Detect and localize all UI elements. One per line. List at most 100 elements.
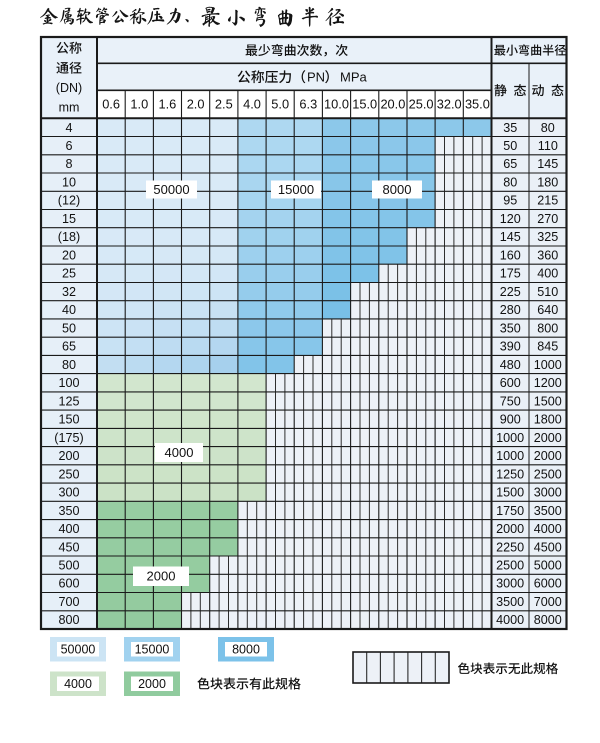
- svg-text:10.0: 10.0: [324, 97, 349, 112]
- svg-text:15: 15: [62, 212, 76, 226]
- svg-text:1000: 1000: [496, 431, 524, 445]
- svg-text:2.5: 2.5: [215, 97, 233, 112]
- svg-text:8000: 8000: [534, 613, 562, 627]
- svg-text:6000: 6000: [534, 577, 562, 591]
- svg-text:6.3: 6.3: [299, 97, 317, 112]
- svg-text:145: 145: [500, 230, 521, 244]
- svg-text:1800: 1800: [534, 413, 562, 427]
- svg-text:100: 100: [58, 376, 79, 390]
- svg-text:800: 800: [537, 321, 558, 335]
- svg-text:15000: 15000: [135, 643, 170, 657]
- svg-text:215: 215: [537, 194, 558, 208]
- svg-text:2.0: 2.0: [187, 97, 205, 112]
- svg-text:32: 32: [62, 285, 76, 299]
- svg-text:150: 150: [58, 413, 79, 427]
- svg-text:845: 845: [537, 340, 558, 354]
- svg-text:15.0: 15.0: [352, 97, 377, 112]
- svg-text:600: 600: [500, 376, 521, 390]
- svg-text:800: 800: [58, 613, 79, 627]
- svg-text:8000: 8000: [383, 182, 412, 197]
- svg-text:50: 50: [62, 321, 76, 335]
- svg-text:2500: 2500: [534, 467, 562, 481]
- svg-text:6: 6: [65, 139, 72, 153]
- svg-text:350: 350: [500, 321, 521, 335]
- svg-text:600: 600: [58, 577, 79, 591]
- svg-text:2000: 2000: [534, 431, 562, 445]
- svg-text:360: 360: [537, 248, 558, 262]
- svg-text:2000: 2000: [496, 522, 524, 536]
- svg-text:125: 125: [58, 394, 79, 408]
- svg-text:160: 160: [500, 248, 521, 262]
- svg-text:10: 10: [62, 176, 76, 190]
- svg-text:4.0: 4.0: [243, 97, 261, 112]
- svg-text:50: 50: [503, 139, 517, 153]
- svg-text:50000: 50000: [153, 182, 189, 197]
- svg-text:1000: 1000: [534, 358, 562, 372]
- svg-text:510: 510: [537, 285, 558, 299]
- svg-text:50000: 50000: [61, 643, 96, 657]
- svg-text:350: 350: [58, 504, 79, 518]
- svg-text:400: 400: [58, 522, 79, 536]
- svg-text:400: 400: [537, 267, 558, 281]
- svg-text:270: 270: [537, 212, 558, 226]
- svg-text:8: 8: [65, 157, 72, 171]
- svg-text:900: 900: [500, 413, 521, 427]
- svg-text:300: 300: [58, 486, 79, 500]
- svg-text:640: 640: [537, 303, 558, 317]
- svg-text:750: 750: [500, 394, 521, 408]
- svg-text:2000: 2000: [147, 569, 176, 584]
- svg-text:200: 200: [58, 449, 79, 463]
- svg-text:25: 25: [62, 267, 76, 281]
- svg-text:80: 80: [62, 358, 76, 372]
- svg-text:65: 65: [503, 157, 517, 171]
- svg-text:3000: 3000: [496, 577, 524, 591]
- svg-text:25.0: 25.0: [409, 97, 434, 112]
- svg-text:4500: 4500: [534, 540, 562, 554]
- svg-text:250: 250: [58, 467, 79, 481]
- svg-text:500: 500: [58, 559, 79, 573]
- svg-text:PN: PN: [307, 70, 325, 85]
- svg-text:225: 225: [500, 285, 521, 299]
- svg-text:(DN): (DN): [56, 81, 82, 95]
- svg-text:mm: mm: [59, 100, 80, 114]
- svg-text:(18): (18): [58, 230, 80, 244]
- svg-text:35.0: 35.0: [465, 97, 490, 112]
- svg-text:80: 80: [503, 176, 517, 190]
- svg-text:145: 145: [537, 157, 558, 171]
- svg-text:80: 80: [541, 121, 555, 135]
- svg-text:175: 175: [500, 267, 521, 281]
- svg-text:(12): (12): [58, 194, 80, 208]
- svg-text:180: 180: [537, 176, 558, 190]
- svg-text:480: 480: [500, 358, 521, 372]
- svg-text:2500: 2500: [496, 559, 524, 573]
- svg-text:MPa: MPa: [340, 70, 368, 85]
- svg-text:110: 110: [538, 139, 558, 153]
- svg-text:700: 700: [58, 595, 79, 609]
- svg-text:7000: 7000: [534, 595, 562, 609]
- svg-text:450: 450: [58, 540, 79, 554]
- svg-text:4000: 4000: [64, 677, 92, 691]
- svg-text:325: 325: [537, 230, 558, 244]
- svg-text:1.6: 1.6: [159, 97, 177, 112]
- svg-text:3000: 3000: [534, 486, 562, 500]
- svg-text:95: 95: [503, 194, 517, 208]
- svg-text:3500: 3500: [496, 595, 524, 609]
- svg-text:4: 4: [65, 121, 72, 135]
- svg-text:8000: 8000: [232, 643, 260, 657]
- svg-text:1750: 1750: [496, 504, 524, 518]
- svg-text:0.6: 0.6: [102, 97, 120, 112]
- svg-text:(175): (175): [54, 431, 83, 445]
- svg-text:280: 280: [500, 303, 521, 317]
- svg-text:4000: 4000: [534, 522, 562, 536]
- svg-text:1.0: 1.0: [130, 97, 148, 112]
- svg-text:4000: 4000: [496, 613, 524, 627]
- svg-text:32.0: 32.0: [437, 97, 462, 112]
- svg-text:20.0: 20.0: [380, 97, 405, 112]
- svg-text:5.0: 5.0: [271, 97, 289, 112]
- svg-text:65: 65: [62, 340, 76, 354]
- svg-text:5000: 5000: [534, 559, 562, 573]
- svg-text:40: 40: [62, 303, 76, 317]
- svg-text:35: 35: [503, 121, 517, 135]
- svg-text:1000: 1000: [496, 449, 524, 463]
- svg-text:3500: 3500: [534, 504, 562, 518]
